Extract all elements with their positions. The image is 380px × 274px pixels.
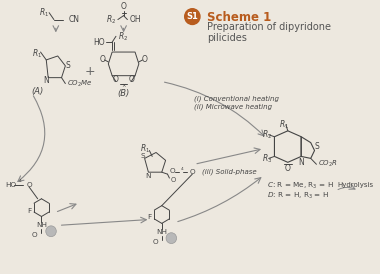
- Circle shape: [46, 226, 56, 237]
- Text: O: O: [26, 182, 32, 188]
- Text: (ii) Microwave heating: (ii) Microwave heating: [194, 104, 272, 110]
- Text: $R_1$: $R_1$: [39, 6, 49, 19]
- Text: $R_1$: $R_1$: [279, 119, 289, 131]
- Text: S: S: [140, 153, 145, 159]
- Text: $R_3$: $R_3$: [262, 152, 272, 165]
- Text: NH: NH: [156, 229, 167, 235]
- Text: $C$: R = Me, R$_3$ = H: $C$: R = Me, R$_3$ = H: [267, 181, 334, 191]
- Text: O: O: [152, 239, 158, 245]
- Text: $R_2$: $R_2$: [118, 30, 128, 42]
- Text: OH: OH: [129, 15, 141, 24]
- Text: O: O: [32, 232, 38, 238]
- Text: HO: HO: [5, 182, 16, 188]
- Text: HO: HO: [93, 38, 105, 47]
- Text: F: F: [147, 215, 152, 221]
- Text: +: +: [85, 65, 95, 78]
- Text: (A): (A): [32, 87, 44, 96]
- Text: O: O: [170, 177, 176, 183]
- Text: $_4$: $_4$: [180, 165, 184, 173]
- Text: $CO_2R$: $CO_2R$: [318, 159, 338, 169]
- Text: Hydrolysis: Hydrolysis: [337, 182, 374, 188]
- Text: O: O: [128, 75, 134, 84]
- Text: $CO_2Me$: $CO_2Me$: [67, 78, 93, 89]
- Text: $D$: R = H, R$_3$ = H: $D$: R = H, R$_3$ = H: [267, 191, 329, 201]
- Text: F: F: [27, 208, 31, 213]
- Text: O: O: [121, 2, 127, 11]
- Text: S: S: [66, 61, 71, 70]
- Text: (i) Conventional heating: (i) Conventional heating: [194, 95, 279, 102]
- Text: N: N: [43, 76, 49, 85]
- Text: N: N: [146, 173, 151, 179]
- Text: $R_1$: $R_1$: [32, 48, 42, 60]
- Text: $R_2$: $R_2$: [262, 129, 272, 141]
- Text: Preparation of dipyridone
pilicides: Preparation of dipyridone pilicides: [207, 22, 331, 43]
- Text: O: O: [190, 169, 195, 175]
- Text: O: O: [169, 168, 175, 174]
- Text: Scheme 1: Scheme 1: [207, 11, 271, 24]
- Text: $_4$: $_4$: [18, 178, 23, 185]
- Text: O: O: [100, 55, 106, 64]
- Circle shape: [166, 233, 177, 244]
- Circle shape: [185, 9, 200, 24]
- Text: O: O: [142, 55, 147, 64]
- Text: S1: S1: [187, 12, 198, 21]
- Text: (iii) Solid-phase: (iii) Solid-phase: [202, 169, 256, 175]
- Text: O: O: [113, 75, 119, 84]
- Text: $R_1$: $R_1$: [139, 142, 150, 155]
- Text: CN: CN: [68, 15, 79, 24]
- Text: N: N: [298, 158, 304, 167]
- Text: $\times$: $\times$: [121, 82, 127, 89]
- Text: NH: NH: [36, 222, 47, 228]
- Text: O: O: [285, 164, 291, 173]
- Text: $R_2$: $R_2$: [106, 13, 116, 26]
- Text: S: S: [314, 142, 319, 151]
- Text: (B): (B): [117, 89, 130, 98]
